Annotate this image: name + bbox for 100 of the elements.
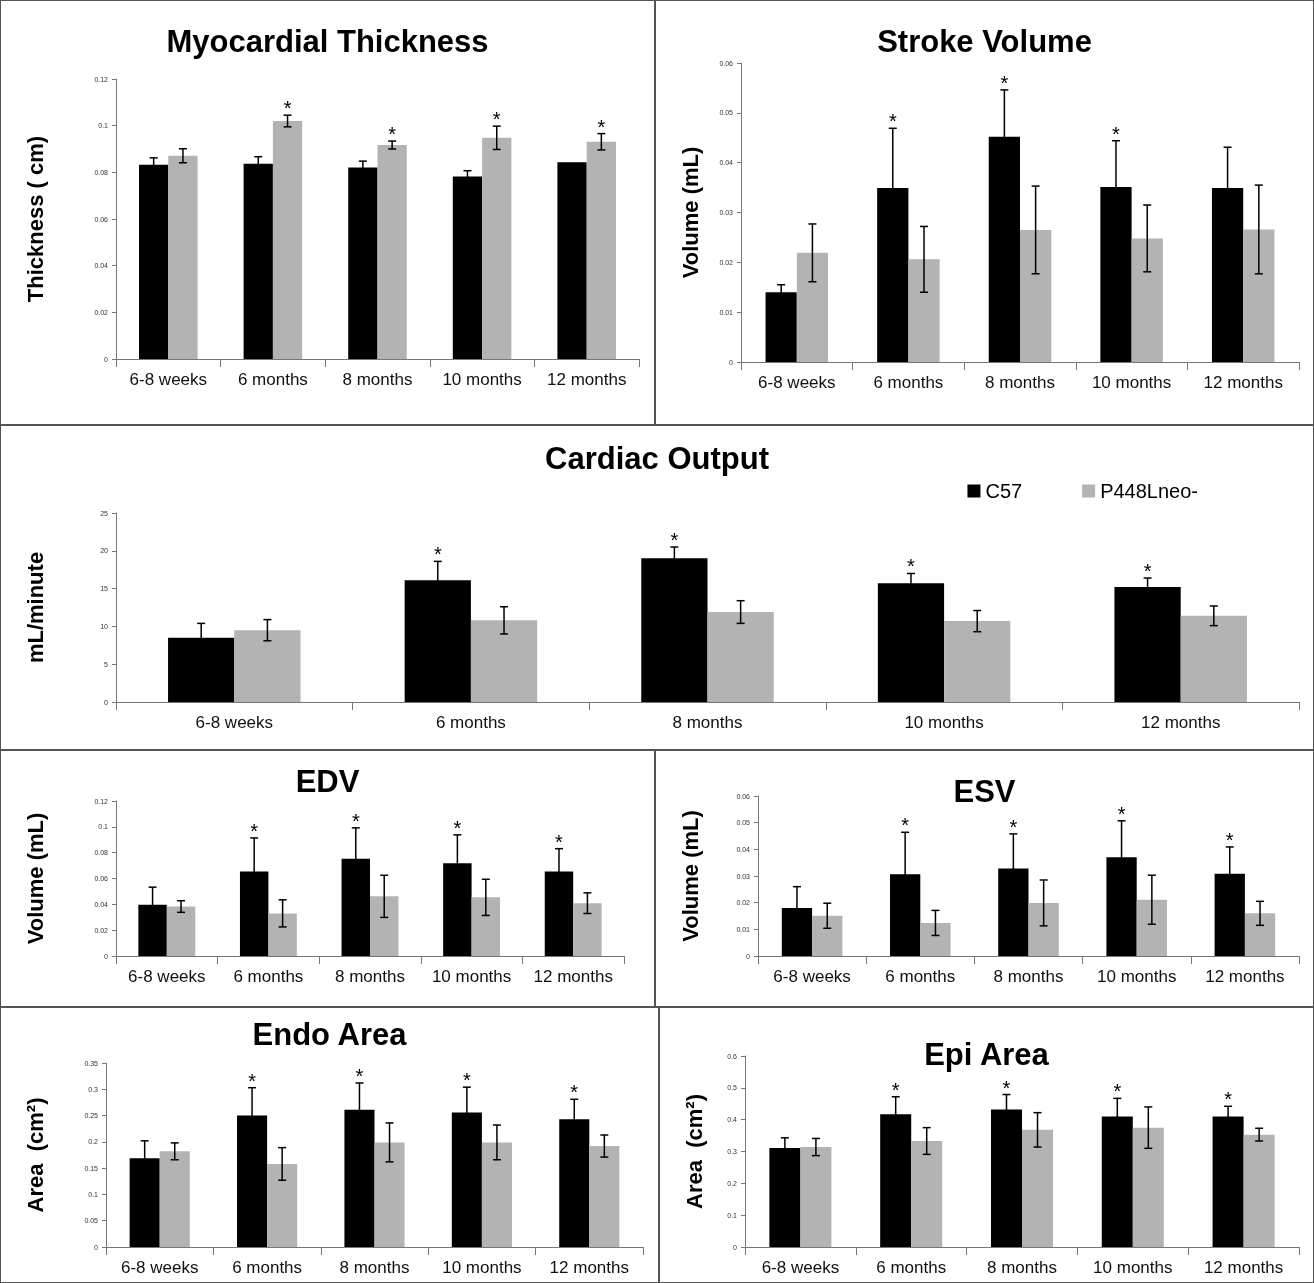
x-tick-label: 12 months xyxy=(547,370,627,389)
y-axis-title: mL/minute xyxy=(22,551,48,664)
x-tick-label: 6-8 weeks xyxy=(128,967,206,986)
bar xyxy=(482,137,512,359)
annotation: * xyxy=(388,123,397,146)
x-tick-label: 6 months xyxy=(873,373,944,392)
bar xyxy=(166,906,196,956)
annotation: * xyxy=(250,819,259,842)
x-tick-label: 12 months xyxy=(549,1258,629,1277)
legend-label: P448Lneo- xyxy=(1100,480,1199,502)
x-tick-label: 10 months xyxy=(1091,373,1172,392)
bar xyxy=(557,162,587,359)
annotation: * xyxy=(355,1064,364,1087)
bar xyxy=(481,1142,512,1247)
bar xyxy=(1136,899,1167,956)
bar xyxy=(268,913,297,956)
x-tick-label: 6 months xyxy=(876,1258,947,1277)
annotation: * xyxy=(433,543,442,566)
x-tick-label: 12 months xyxy=(1203,1258,1284,1277)
x-tick-label: 6 months xyxy=(885,967,956,986)
bar xyxy=(1243,229,1275,362)
x-tick-label: 6-8 weeks xyxy=(129,370,208,389)
bar xyxy=(707,612,774,702)
bar xyxy=(800,1147,832,1247)
y-axis-title: Area (cm²) xyxy=(681,1094,707,1209)
chart-title: EDV xyxy=(295,764,360,799)
y-axis-title: Volume (mL) xyxy=(677,810,703,942)
x-tick-label: 10 months xyxy=(904,713,984,732)
y-axis-title: Volume (mL) xyxy=(677,146,703,279)
x-tick-label: 10 months xyxy=(431,967,512,986)
x-tick-label: 6-8 weeks xyxy=(773,967,851,986)
annotation: * xyxy=(351,809,360,832)
bar xyxy=(796,252,829,362)
annotation: * xyxy=(597,115,606,138)
annotation: * xyxy=(1113,1080,1122,1103)
chart-title: Stroke Volume xyxy=(877,24,1092,59)
annotation: * xyxy=(1225,828,1234,851)
bar xyxy=(1244,913,1276,956)
x-tick-label: 12 months xyxy=(1205,967,1285,986)
annotation: * xyxy=(1117,802,1126,825)
annotation: * xyxy=(1009,815,1018,838)
chart-title: Epi Area xyxy=(924,1037,1050,1072)
chart-title: Myocardial Thickness xyxy=(166,24,489,59)
annotation: * xyxy=(1002,1076,1011,1099)
bar xyxy=(168,155,198,359)
x-tick-label: 8 months xyxy=(985,373,1055,392)
x-tick-label: 6 months xyxy=(233,967,304,986)
x-tick-label: 12 months xyxy=(533,967,613,986)
bar xyxy=(267,1163,298,1247)
bar xyxy=(234,630,301,702)
x-tick-label: 6 months xyxy=(237,370,308,389)
annotation: * xyxy=(670,529,679,552)
x-tick-label: 10 months xyxy=(1093,1258,1173,1277)
bar xyxy=(812,915,843,956)
annotation: * xyxy=(462,1069,471,1092)
annotation: * xyxy=(283,97,292,120)
x-tick-label: 10 months xyxy=(442,370,522,389)
annotation: * xyxy=(1112,122,1121,145)
x-tick-label: 12 months xyxy=(1141,713,1221,732)
bar xyxy=(1243,1134,1275,1247)
annotation: * xyxy=(1143,560,1152,583)
y-axis-title: Thickness ( cm) xyxy=(22,135,48,303)
bar xyxy=(911,1140,943,1247)
bar xyxy=(589,1146,620,1247)
bar xyxy=(374,1142,405,1247)
bar xyxy=(1028,902,1059,956)
x-tick-label: 8 months xyxy=(672,713,743,732)
x-tick-label: 8 months xyxy=(335,967,405,986)
bar xyxy=(908,259,940,362)
x-tick-label: 6-8 weeks xyxy=(120,1258,199,1277)
bar xyxy=(159,1151,190,1247)
annotation: * xyxy=(555,830,564,853)
x-tick-label: 10 months xyxy=(442,1258,522,1277)
chart-title: ESV xyxy=(953,774,1016,809)
bar xyxy=(1180,615,1247,702)
bar xyxy=(471,897,501,956)
x-tick-label: 6 months xyxy=(232,1258,303,1277)
annotation: * xyxy=(907,555,916,578)
chart-title: Endo Area xyxy=(252,1017,408,1052)
annotation: * xyxy=(888,110,897,133)
annotation: * xyxy=(492,108,501,131)
bar xyxy=(586,141,616,359)
annotation: * xyxy=(453,816,462,839)
chart-title: Cardiac Output xyxy=(545,441,769,476)
bar xyxy=(944,621,1011,702)
annotation: * xyxy=(248,1069,257,1092)
y-axis-title: Volume (mL) xyxy=(22,812,48,945)
annotation: * xyxy=(570,1081,579,1104)
x-tick-label: 8 months xyxy=(342,370,413,389)
legend-label: C57 xyxy=(985,480,1023,502)
x-tick-label: 12 months xyxy=(1203,373,1283,392)
bar xyxy=(272,121,303,359)
bar xyxy=(1020,229,1052,362)
x-tick-label: 6 months xyxy=(435,713,506,732)
annotation: * xyxy=(1224,1088,1233,1111)
annotation: * xyxy=(891,1078,900,1101)
bar xyxy=(370,896,399,956)
bar xyxy=(470,620,538,702)
bar xyxy=(1131,238,1163,362)
bar xyxy=(1022,1129,1054,1247)
